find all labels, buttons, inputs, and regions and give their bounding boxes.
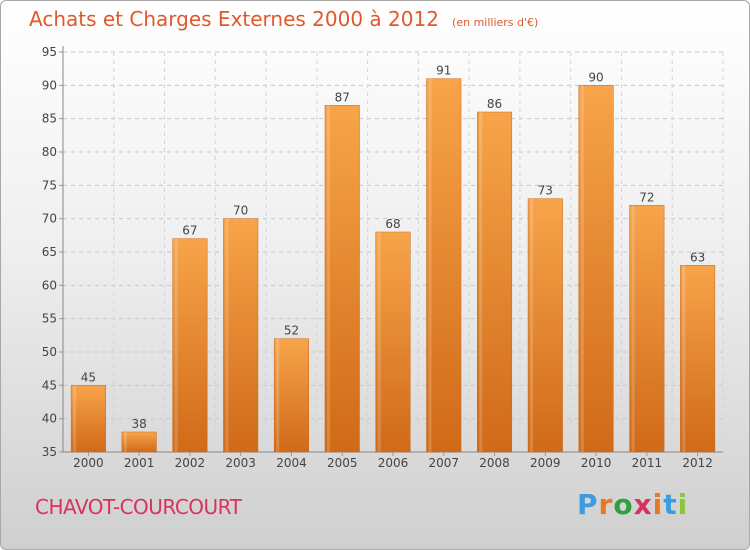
bar-2008 [477,111,513,453]
logo-letter: t [663,488,678,521]
bar-highlight [326,105,330,452]
x-tick-label: 2009 [530,456,561,470]
bar-2004 [273,338,309,453]
bar-highlight [682,265,686,452]
location-name: CHAVOT-COURCOURT [35,495,242,519]
y-tick-label: 55 [42,312,57,326]
data-label: 38 [132,417,147,431]
data-label: 91 [436,64,451,78]
logo-letter: x [633,488,653,521]
y-tick-label: 60 [42,278,57,292]
bar-2011 [629,205,665,453]
x-tick-label: 2001 [124,456,155,470]
bar-2000 [70,385,106,453]
x-tick-label: 2005 [327,456,358,470]
logo-letter: r [598,488,614,521]
data-label: 70 [233,204,248,218]
data-label: 86 [487,97,502,111]
y-tick-label: 45 [42,378,57,392]
data-label: 73 [538,184,553,198]
data-label: 90 [588,70,603,84]
y-tick-label: 70 [42,212,57,226]
x-tick-label: 2008 [479,456,510,470]
logo-letter: o [613,488,634,521]
chart-title: Achats et Charges Externes 2000 à 2012 (… [29,7,538,31]
data-label: 52 [284,324,299,338]
y-tick-label: 95 [42,45,57,59]
y-tick-label: 50 [42,345,57,359]
y-tick-label: 85 [42,112,57,126]
x-tick-label: 2002 [175,456,206,470]
bar-2002 [172,238,208,453]
data-label: 87 [335,90,350,104]
x-tick-label: 2000 [73,456,104,470]
x-tick-label: 2010 [581,456,612,470]
logo-letter: i [652,488,664,521]
logo-letter: P [577,488,599,521]
bar-2007 [426,78,462,453]
y-tick-label: 65 [42,245,57,259]
bar-2009 [527,198,563,453]
bar-2012 [680,265,716,453]
x-tick-label: 2011 [632,456,663,470]
bar-highlight [377,232,381,452]
bar-2006 [375,231,411,453]
bar-2005 [324,105,360,453]
bar-highlight [428,78,432,453]
bar-highlight [631,205,635,452]
proxiti-logo: Proxiti [577,488,688,521]
data-label: 67 [182,224,197,238]
bar-highlight [73,385,77,452]
bar-highlight [479,112,483,452]
data-label: 63 [690,250,705,264]
y-tick-label: 35 [42,445,57,459]
bar-highlight [530,198,534,452]
axes: 35 40 45 50 55 60 65 70 75 80 85 90 95 2000 2001 2002 20… [42,45,723,470]
data-label: 68 [385,217,400,231]
y-tick-label: 80 [42,145,57,159]
bar-highlight [174,238,178,452]
y-tick-label: 40 [42,412,57,426]
bar-2010 [578,85,614,453]
x-tick-label: 2012 [682,456,713,470]
y-tick-label: 75 [42,178,57,192]
logo-letter: i [677,488,689,521]
data-label: 45 [81,370,96,384]
chart-title-text: Achats et Charges Externes 2000 à 2012 [29,7,439,31]
x-tick-label: 2007 [428,456,459,470]
bar-highlight [580,85,584,452]
x-tick-label: 2003 [225,456,256,470]
bar-2003 [223,218,259,453]
bar-highlight [123,432,127,452]
data-label: 72 [639,190,654,204]
bar-highlight [276,338,280,452]
chart-unit-label: (en milliers d'€) [452,16,539,29]
data-labels: 45 38 67 70 52 87 68 91 86 73 90 72 63 [81,64,706,431]
bar-2001 [121,431,157,453]
y-tick-label: 90 [42,78,57,92]
bars [70,78,716,453]
x-tick-label: 2006 [378,456,409,470]
bar-highlight [225,218,229,452]
x-tick-label: 2004 [276,456,307,470]
